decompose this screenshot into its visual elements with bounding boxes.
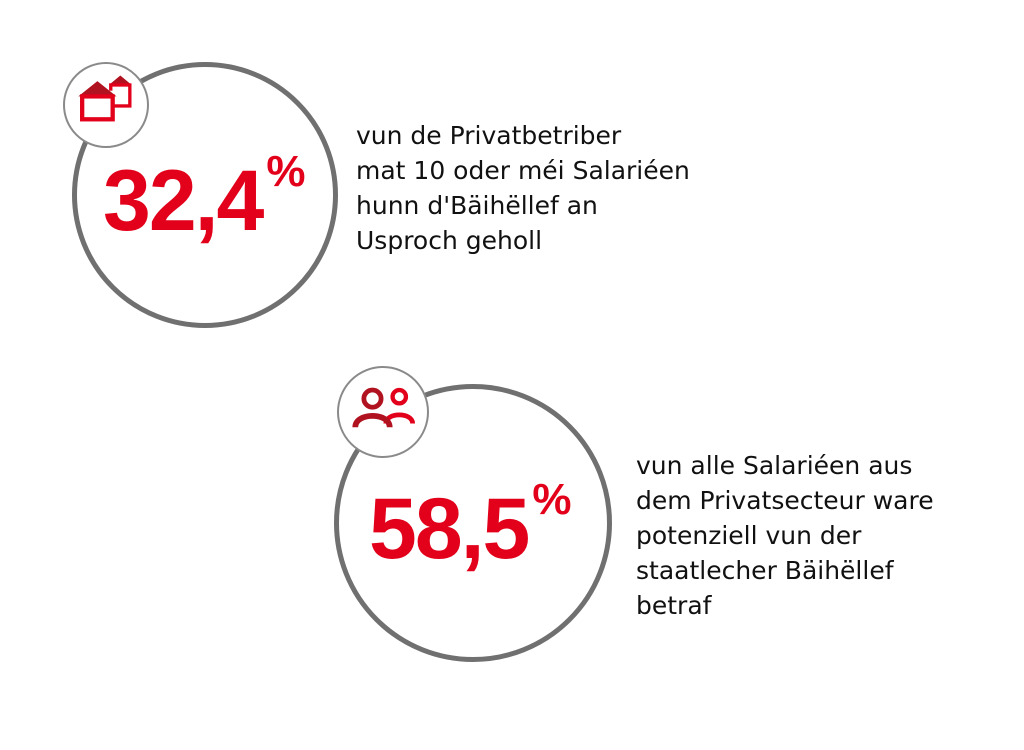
stat-2-line-5: betraf bbox=[636, 591, 712, 620]
people-icon bbox=[352, 387, 416, 428]
stat-2-description: vun alle Salariéen aus dem Privatsecteur… bbox=[636, 448, 934, 623]
stat-2-ring bbox=[334, 384, 612, 662]
stat-2-number: 58,5 bbox=[369, 481, 530, 577]
stat-2-percent-sign: % bbox=[532, 475, 572, 524]
stat-1-value: 32,4% bbox=[103, 150, 306, 245]
stat-2-value: 58,5% bbox=[369, 478, 572, 573]
stat-2-badge bbox=[337, 366, 429, 458]
stat-2-line-4: staatlecher Bäihëllef bbox=[636, 556, 894, 585]
stat-2-line-2: dem Privatsecteur ware bbox=[636, 486, 934, 515]
stat-2-line-3: potenziell vun der bbox=[636, 521, 862, 550]
stat-1-number: 32,4 bbox=[103, 153, 264, 249]
stat-1-description: vun de Privatbetriber mat 10 oder méi Sa… bbox=[356, 118, 690, 258]
stat-1-percent-sign: % bbox=[266, 147, 306, 196]
stat-1-line-1: vun de Privatbetriber bbox=[356, 121, 622, 150]
stat-1-badge bbox=[63, 62, 149, 148]
stat-2-line-1: vun alle Salariéen aus bbox=[636, 451, 913, 480]
stat-1-line-2: mat 10 oder méi Salariéen bbox=[356, 156, 690, 185]
stat-1-line-4: Usproch geholl bbox=[356, 226, 543, 255]
stat-1-line-3: hunn d'Bäihëllef an bbox=[356, 191, 598, 220]
house-icon bbox=[78, 75, 132, 122]
